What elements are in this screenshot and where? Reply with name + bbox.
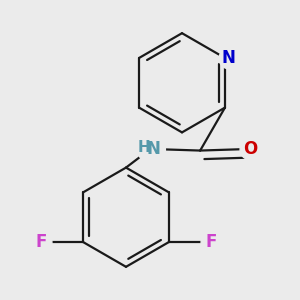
Text: N: N xyxy=(222,49,236,67)
Text: N: N xyxy=(146,140,160,158)
Text: H: H xyxy=(137,140,150,155)
Text: F: F xyxy=(206,233,217,251)
Text: F: F xyxy=(35,233,46,251)
Text: O: O xyxy=(243,140,257,158)
